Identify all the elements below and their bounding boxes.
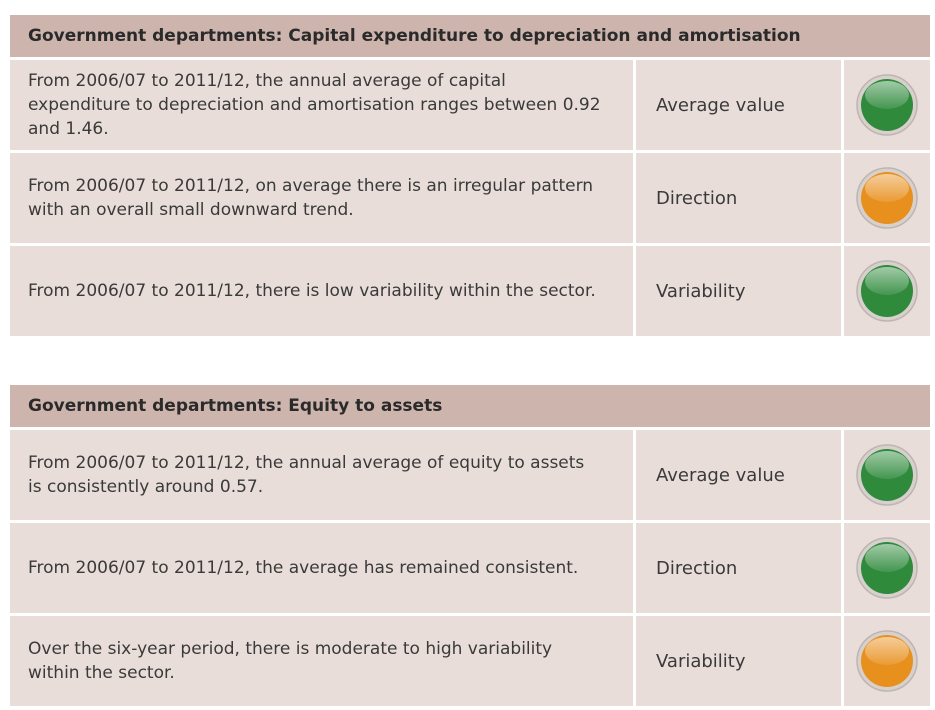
measure-label: Variability: [656, 650, 746, 672]
table: Government departments: Equity to assets…: [10, 385, 930, 709]
table-header: Government departments: Equity to assets: [10, 385, 930, 427]
description-cell: From 2006/07 to 2011/12, there is low va…: [10, 246, 633, 336]
table: Government departments: Capital expendit…: [10, 15, 930, 339]
indicator-highlight: [865, 637, 909, 665]
indicator: [856, 630, 918, 692]
description-cell: Over the six-year period, there is moder…: [10, 616, 633, 706]
indicator-highlight: [865, 174, 909, 202]
table-row: From 2006/07 to 2011/12, the average has…: [10, 523, 930, 613]
table-row: Over the six-year period, there is moder…: [10, 616, 930, 706]
indicator-cell: [844, 60, 930, 150]
description-cell: From 2006/07 to 2011/12, the annual aver…: [10, 430, 633, 520]
table-header: Government departments: Capital expendit…: [10, 15, 930, 57]
measure-label: Average value: [656, 94, 785, 116]
indicator-highlight: [865, 544, 909, 572]
measure-label: Direction: [656, 187, 738, 209]
description: From 2006/07 to 2011/12, there is low va…: [28, 281, 596, 301]
indicator-highlight: [865, 267, 909, 295]
indicator-cell: [844, 246, 930, 336]
description: From 2006/07 to 2011/12, the annual aver…: [28, 453, 585, 497]
indicator-highlight: [865, 81, 909, 109]
measure-cell: Variability: [636, 616, 841, 706]
description: From 2006/07 to 2011/12, the average has…: [28, 558, 579, 578]
indicator-cell: [844, 153, 930, 243]
measure-label: Direction: [656, 557, 738, 579]
measure-cell: Direction: [636, 153, 841, 243]
indicator-cell: [844, 616, 930, 706]
description-cell: From 2006/07 to 2011/12, the average has…: [10, 523, 633, 613]
description: Over the six-year period, there is moder…: [28, 639, 553, 683]
indicator: [856, 167, 918, 229]
indicator: [856, 260, 918, 322]
table-row: From 2006/07 to 2011/12, the annual aver…: [10, 60, 930, 150]
table-row: From 2006/07 to 2011/12, on average ther…: [10, 153, 930, 243]
measure-cell: Average value: [636, 430, 841, 520]
measure-label: Variability: [656, 280, 746, 302]
indicator: [856, 444, 918, 506]
indicator: [856, 537, 918, 599]
measure-label: Average value: [656, 464, 785, 486]
description-cell: From 2006/07 to 2011/12, the annual aver…: [10, 60, 633, 150]
indicator: [856, 74, 918, 136]
description: From 2006/07 to 2011/12, the annual aver…: [28, 71, 601, 139]
table-row: From 2006/07 to 2011/12, the annual aver…: [10, 430, 930, 520]
measure-cell: Direction: [636, 523, 841, 613]
description-cell: From 2006/07 to 2011/12, on average ther…: [10, 153, 633, 243]
indicator-cell: [844, 430, 930, 520]
measure-cell: Average value: [636, 60, 841, 150]
table-row: From 2006/07 to 2011/12, there is low va…: [10, 246, 930, 336]
measure-cell: Variability: [636, 246, 841, 336]
description: From 2006/07 to 2011/12, on average ther…: [28, 176, 594, 220]
indicator-cell: [844, 523, 930, 613]
indicator-highlight: [865, 451, 909, 479]
